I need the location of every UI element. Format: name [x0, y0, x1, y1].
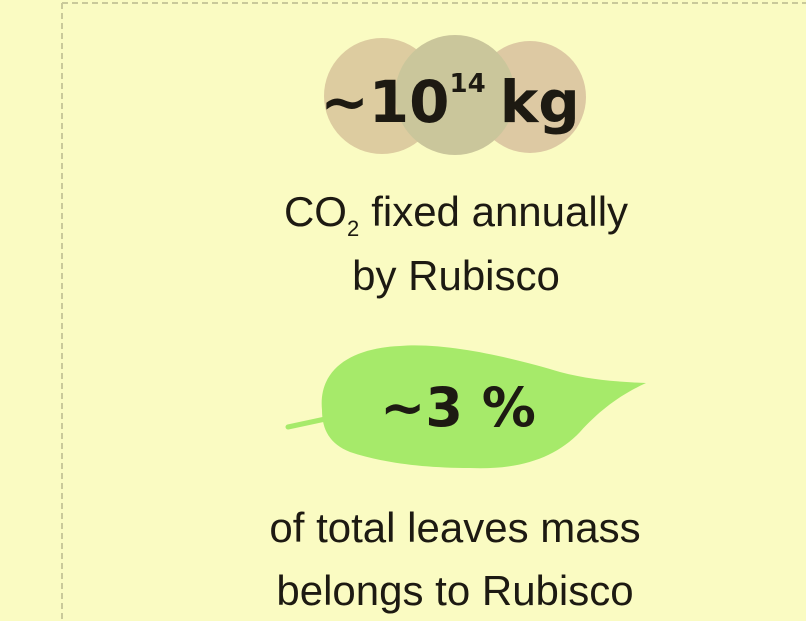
stat-prefix: ~10: [320, 68, 449, 136]
circle-middle: [395, 35, 515, 155]
caption-mass-line2: by Rubisco: [352, 252, 560, 299]
caption-share-line1: of total leaves mass: [269, 504, 640, 551]
stat-share: ~3 %: [380, 376, 536, 439]
leaf: [285, 345, 646, 469]
stat-unit: kg: [500, 68, 580, 136]
caption-share-line2: belongs to Rubisco: [276, 567, 633, 614]
leaf-body: [321, 345, 646, 469]
caption-subscript: 2: [347, 216, 359, 241]
caption-rest: fixed annually: [371, 188, 628, 235]
stat-mass: ~1014 kg: [320, 68, 580, 136]
circles-badge: [324, 35, 586, 155]
caption-base: CO: [284, 188, 347, 235]
caption-mass-line1: CO2 fixed annually: [284, 188, 628, 241]
stat-exponent: 14: [450, 69, 486, 99]
